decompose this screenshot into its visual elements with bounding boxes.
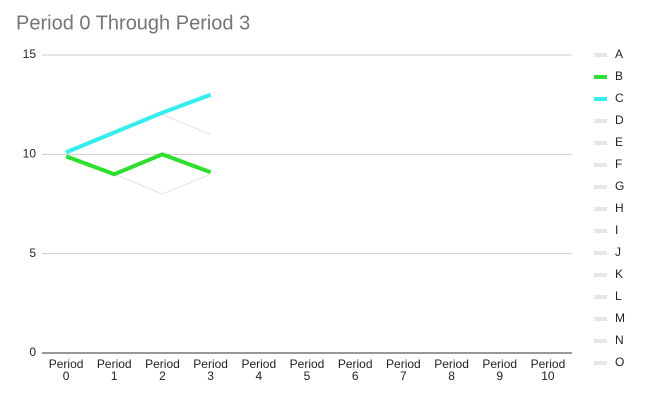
legend-label: F bbox=[615, 157, 622, 171]
x-tick-label: Period 8 bbox=[434, 357, 469, 383]
series-line bbox=[65, 92, 212, 155]
legend-label: L bbox=[615, 289, 622, 303]
x-tick-label: Period 10 bbox=[531, 357, 566, 383]
y-tick-label: 10 bbox=[23, 147, 37, 161]
legend-label: G bbox=[615, 179, 624, 193]
legend-label: O bbox=[615, 355, 624, 369]
x-tick-label: Period 3 bbox=[193, 357, 228, 383]
series-line bbox=[65, 153, 211, 195]
y-tick-label: 15 bbox=[23, 47, 37, 61]
legend-label: B bbox=[615, 69, 623, 83]
legend-label: K bbox=[615, 267, 623, 281]
legend-label: I bbox=[615, 223, 618, 237]
legend-label: J bbox=[615, 245, 621, 259]
x-tick-label: Period 9 bbox=[482, 357, 517, 383]
legend-label: D bbox=[615, 113, 624, 127]
chart-title: Period 0 Through Period 3 bbox=[16, 12, 250, 34]
series-line bbox=[162, 114, 211, 136]
x-tick-label: Period 5 bbox=[290, 357, 325, 383]
x-tick-label: Period 6 bbox=[338, 357, 373, 383]
y-tick-label: 5 bbox=[29, 246, 36, 260]
legend-label: H bbox=[615, 201, 624, 215]
legend-label: M bbox=[615, 311, 625, 325]
series-line bbox=[65, 152, 212, 177]
x-tick-label: Period 7 bbox=[386, 357, 421, 383]
x-tick-label: Period 2 bbox=[145, 357, 180, 383]
legend-label: A bbox=[615, 47, 623, 61]
y-tick-label: 0 bbox=[29, 345, 36, 359]
legend-label: E bbox=[615, 135, 623, 149]
legend-label: N bbox=[615, 333, 624, 347]
x-tick-label: Period 0 bbox=[49, 357, 84, 383]
legend-label: C bbox=[615, 91, 624, 105]
x-tick-label: Period 1 bbox=[97, 357, 132, 383]
x-tick-label: Period 4 bbox=[241, 357, 276, 383]
